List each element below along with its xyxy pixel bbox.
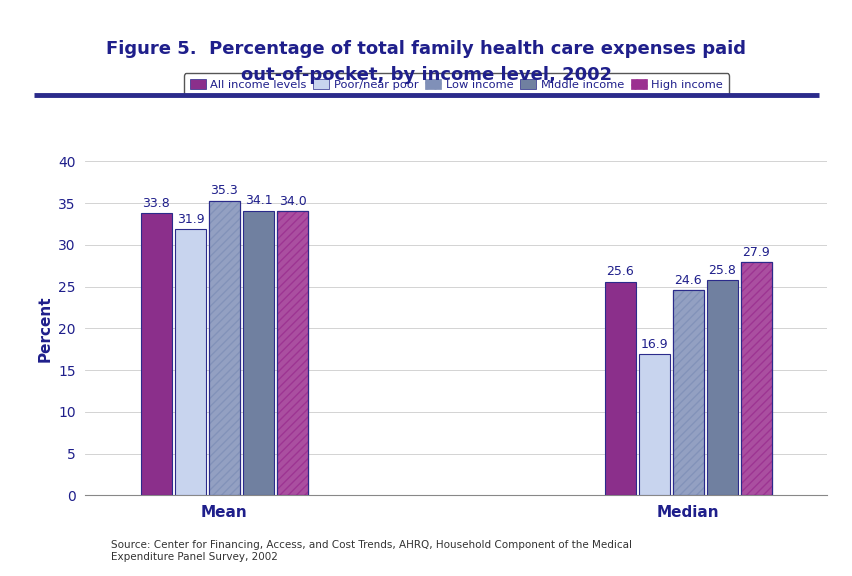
Bar	[672, 290, 703, 495]
Text: 27.9: 27.9	[741, 246, 769, 259]
Text: 25.8: 25.8	[707, 264, 735, 276]
Bar	[209, 200, 239, 495]
Bar	[638, 354, 669, 495]
Bar	[277, 211, 308, 495]
Text: out-of-pocket, by income level, 2002: out-of-pocket, by income level, 2002	[240, 66, 612, 84]
Text: 34.1: 34.1	[245, 194, 272, 207]
Text: 25.6: 25.6	[606, 265, 633, 278]
Bar	[209, 200, 239, 495]
Bar	[740, 262, 771, 495]
Text: 24.6: 24.6	[674, 274, 701, 287]
Bar	[705, 280, 737, 495]
Bar	[277, 211, 308, 495]
Legend: All income levels, Poor/near poor, Low income, Middle income, High income: All income levels, Poor/near poor, Low i…	[184, 73, 728, 96]
Bar	[277, 211, 308, 495]
Text: 33.8: 33.8	[142, 197, 170, 210]
Bar	[740, 262, 771, 495]
Bar	[209, 200, 239, 495]
Text: 16.9: 16.9	[640, 338, 667, 351]
Y-axis label: Percent: Percent	[37, 295, 52, 362]
Bar	[740, 262, 771, 495]
Bar	[672, 290, 703, 495]
Text: Figure 5.  Percentage of total family health care expenses paid: Figure 5. Percentage of total family hea…	[106, 40, 746, 58]
Text: Source: Center for Financing, Access, and Cost Trends, AHRQ, Household Component: Source: Center for Financing, Access, an…	[111, 540, 631, 562]
Bar	[175, 229, 206, 495]
Bar	[672, 290, 703, 495]
Text: 34.0: 34.0	[279, 195, 306, 208]
Bar	[243, 211, 273, 495]
Bar	[141, 213, 172, 495]
Text: 35.3: 35.3	[210, 184, 238, 197]
Bar	[604, 282, 635, 495]
Text: 31.9: 31.9	[176, 213, 204, 226]
